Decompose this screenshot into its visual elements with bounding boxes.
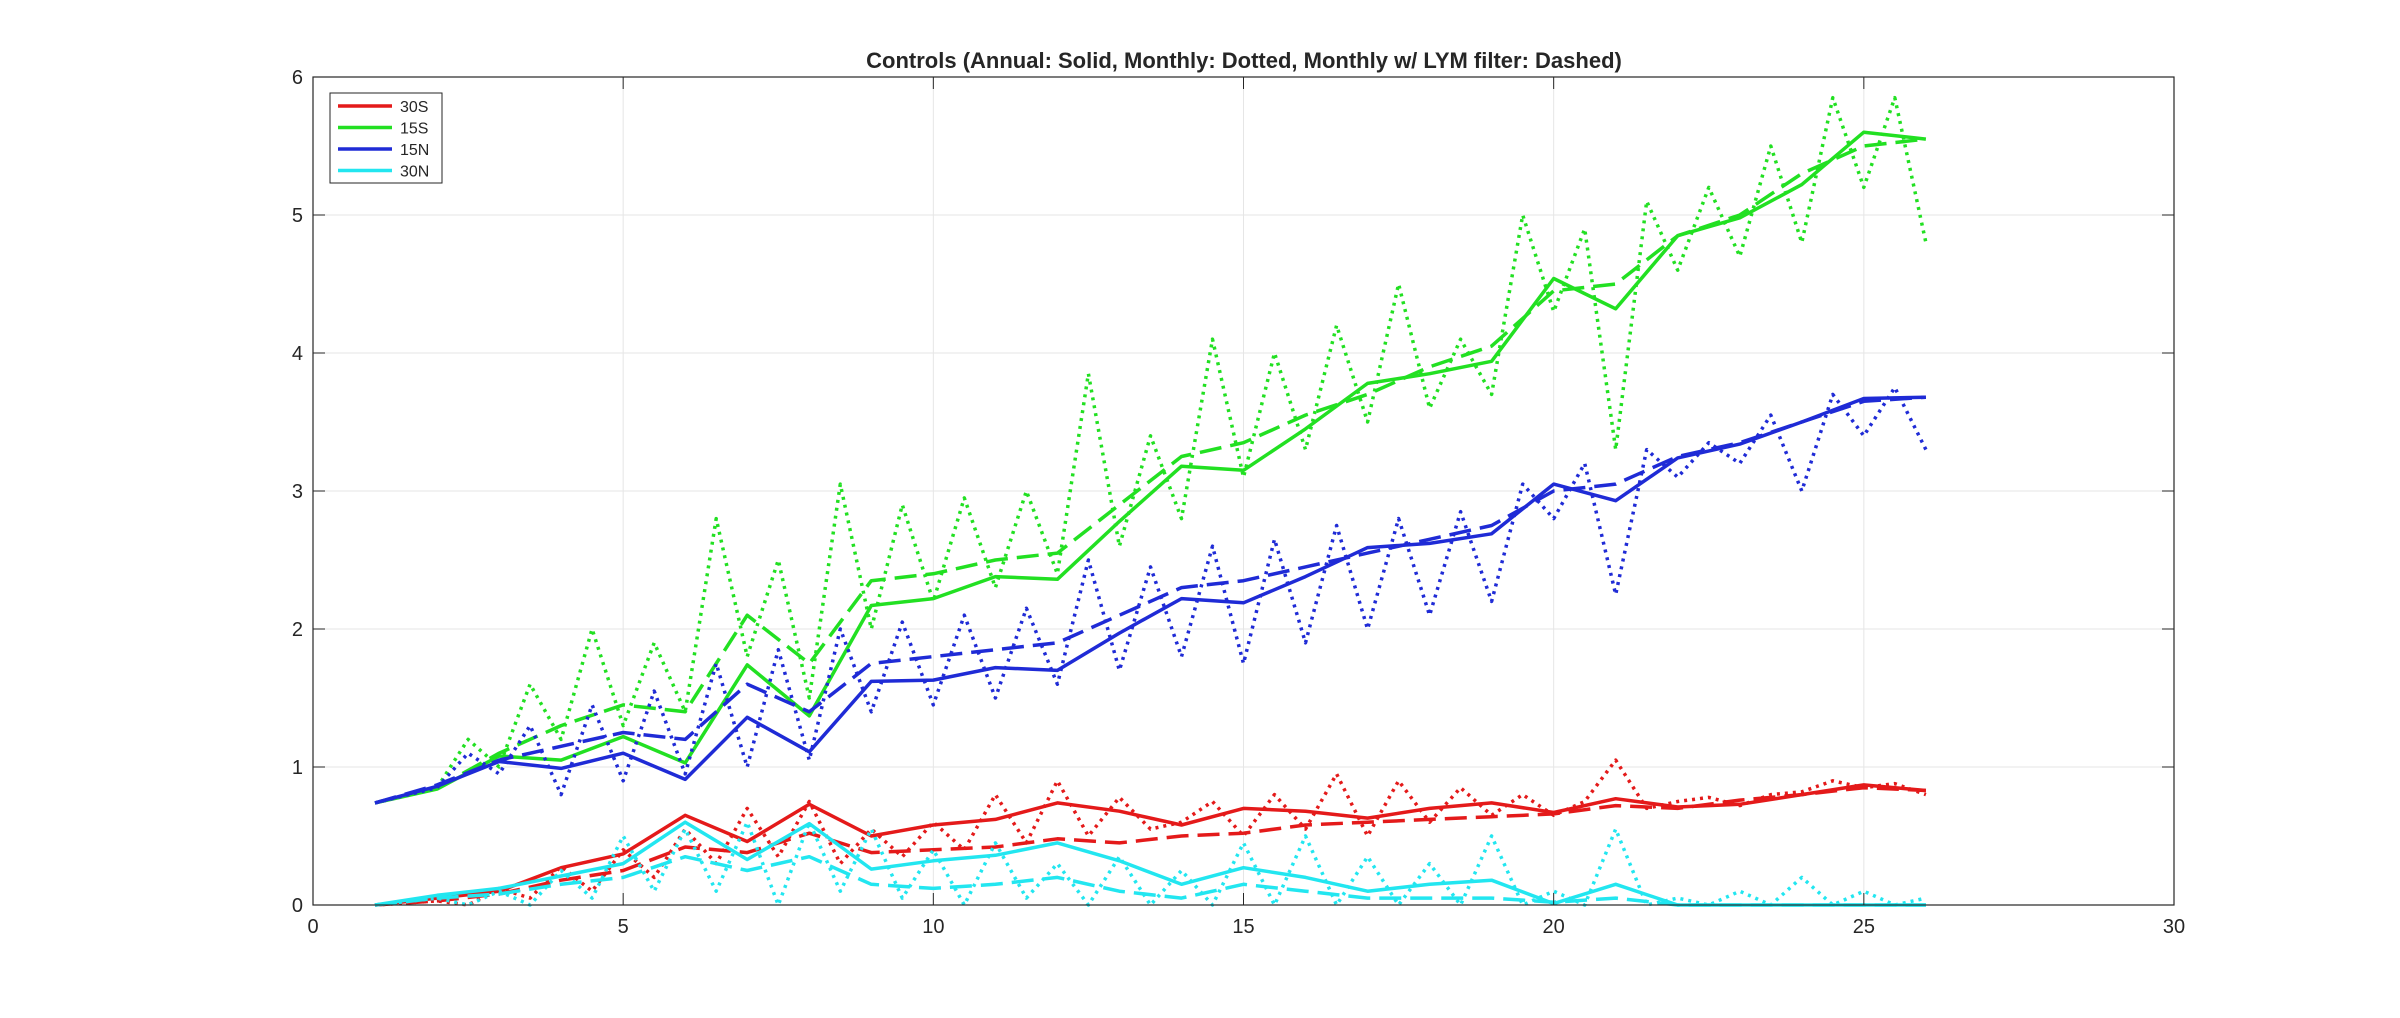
chart-title: Controls (Annual: Solid, Monthly: Dotted…: [866, 48, 1622, 73]
x-tick-label: 0: [307, 916, 318, 938]
y-tick-label: 0: [292, 895, 303, 917]
x-tick-label: 10: [922, 916, 944, 938]
legend-label: 30N: [400, 164, 429, 181]
plot-area: 0 5 10 15 20 25 30 0 1 2 3 4 5 6 30S 15S 15N 30N: [292, 67, 2185, 938]
x-tick-label: 25: [1853, 916, 1875, 938]
series-15n-dotted: [374, 385, 1928, 805]
series-15n-solid: [374, 395, 1926, 805]
x-tick-label: 30: [2163, 916, 2185, 938]
legend-label: 15N: [400, 142, 429, 159]
series-30s-dotted: [374, 758, 1927, 907]
legend-label: 15S: [400, 121, 428, 138]
x-tick-label: 15: [1232, 916, 1254, 938]
series-30s-solid: [374, 783, 1927, 907]
y-tick-label: 5: [292, 205, 303, 227]
y-tick-label: 6: [292, 67, 303, 89]
x-tick-label: 5: [618, 916, 629, 938]
y-tick-label: 2: [292, 619, 303, 641]
series-30n-dotted: [374, 820, 1927, 907]
y-tick-label: 1: [292, 757, 303, 779]
series-30s-dashed: [374, 785, 1926, 907]
legend-box: [329, 92, 443, 184]
y-tick-label: 4: [292, 343, 303, 365]
series-15s-dashed: [374, 137, 1927, 805]
y-tick-label: 3: [292, 481, 303, 503]
x-tick-label: 20: [1543, 916, 1565, 938]
series-30n-dashed: [374, 854, 1926, 907]
legend-label: 30S: [400, 99, 428, 116]
series-15n-dashed: [374, 395, 1927, 805]
